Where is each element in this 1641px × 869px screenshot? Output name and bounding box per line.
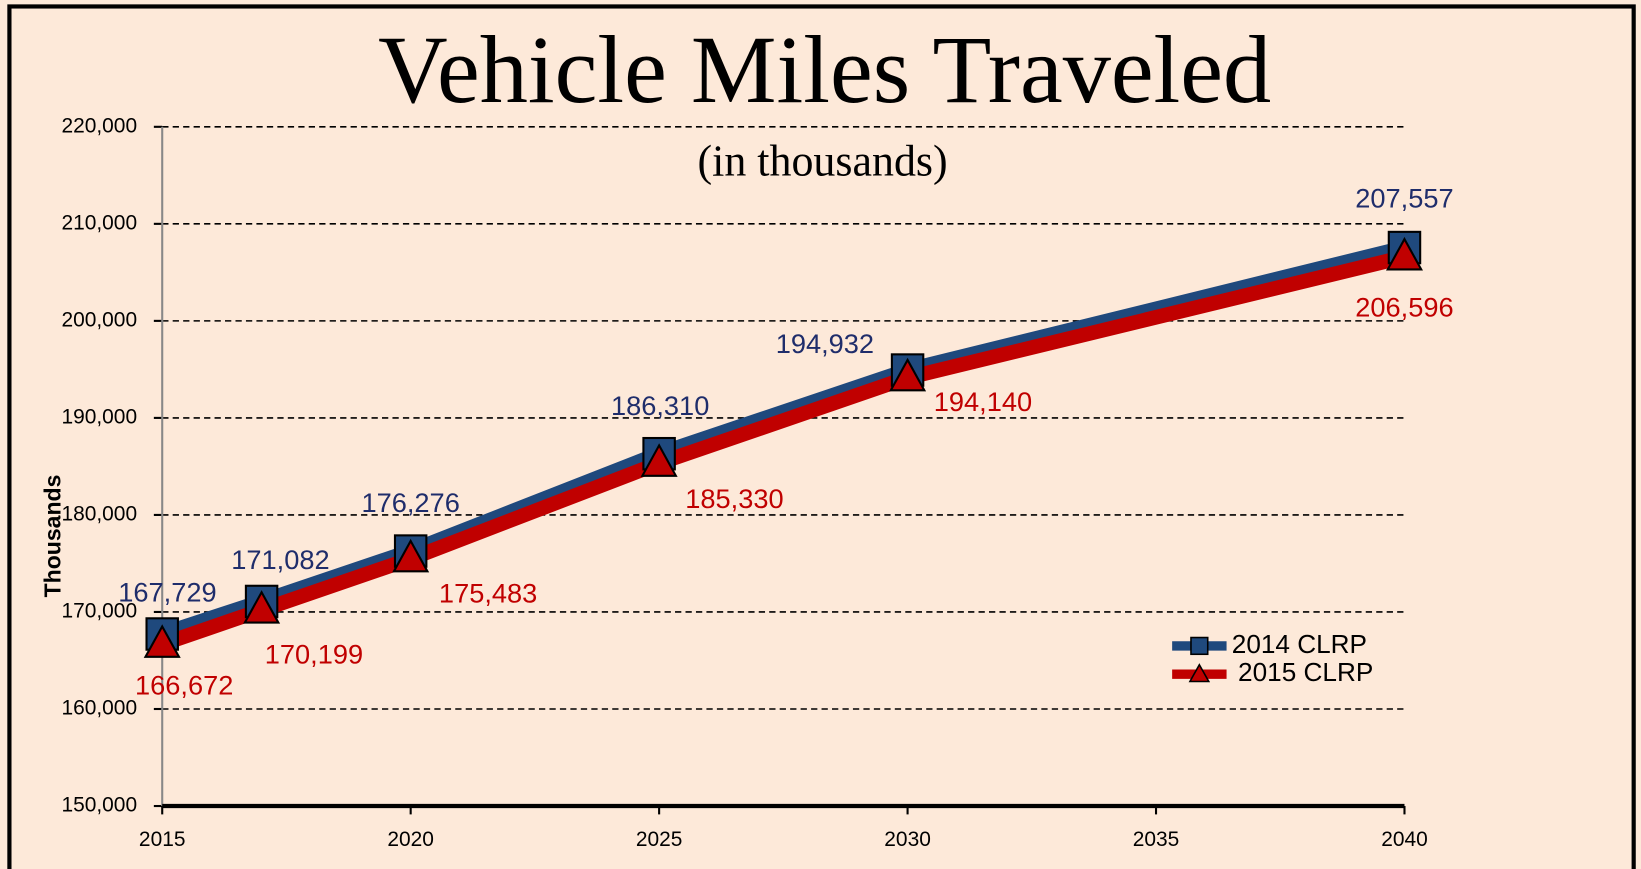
data-label: 185,330 xyxy=(685,483,783,514)
data-label: 167,729 xyxy=(118,576,216,607)
y-tick-label: 160,000 xyxy=(61,697,137,720)
data-label: 175,483 xyxy=(439,578,537,609)
data-label: 166,672 xyxy=(135,669,233,700)
y-axis-label: Thousands xyxy=(39,475,65,598)
y-tick-label: 180,000 xyxy=(61,502,137,525)
legend-label: 2014 CLRP xyxy=(1232,629,1367,659)
chart-title: Vehicle Miles Traveled xyxy=(378,16,1271,123)
y-tick-label: 210,000 xyxy=(61,211,137,234)
data-label: 171,082 xyxy=(231,544,329,575)
data-label: 170,199 xyxy=(265,638,363,669)
marker xyxy=(143,624,181,658)
data-label: 194,932 xyxy=(776,328,874,359)
marker xyxy=(640,443,678,477)
y-tick-label: 200,000 xyxy=(61,308,137,331)
legend-label: 2015 CLRP xyxy=(1238,657,1373,687)
chart-subtitle: (in thousands) xyxy=(697,137,947,186)
frame xyxy=(7,4,1636,869)
marker xyxy=(1385,236,1423,271)
y-tick-label: 190,000 xyxy=(61,405,137,428)
data-label: 207,557 xyxy=(1355,183,1453,214)
legend-marker xyxy=(1188,663,1211,683)
x-tick-label: 2015 xyxy=(139,828,186,851)
y-tick-label: 170,000 xyxy=(61,599,137,622)
marker xyxy=(889,357,927,392)
x-tick-label: 2025 xyxy=(636,828,683,851)
legend-marker xyxy=(1190,636,1209,656)
x-tick-label: 2040 xyxy=(1381,828,1428,851)
x-tick-label: 2020 xyxy=(387,828,434,851)
y-tick-label: 220,000 xyxy=(61,114,137,137)
marker xyxy=(392,538,430,573)
x-tick-label: 2030 xyxy=(884,828,931,851)
data-label: 186,310 xyxy=(611,390,709,421)
y-tick-label: 150,000 xyxy=(61,794,137,817)
data-label: 206,596 xyxy=(1355,291,1453,322)
marker xyxy=(243,590,281,624)
data-label: 194,140 xyxy=(934,386,1032,417)
data-label: 176,276 xyxy=(361,487,459,518)
x-tick-label: 2035 xyxy=(1133,828,1180,851)
